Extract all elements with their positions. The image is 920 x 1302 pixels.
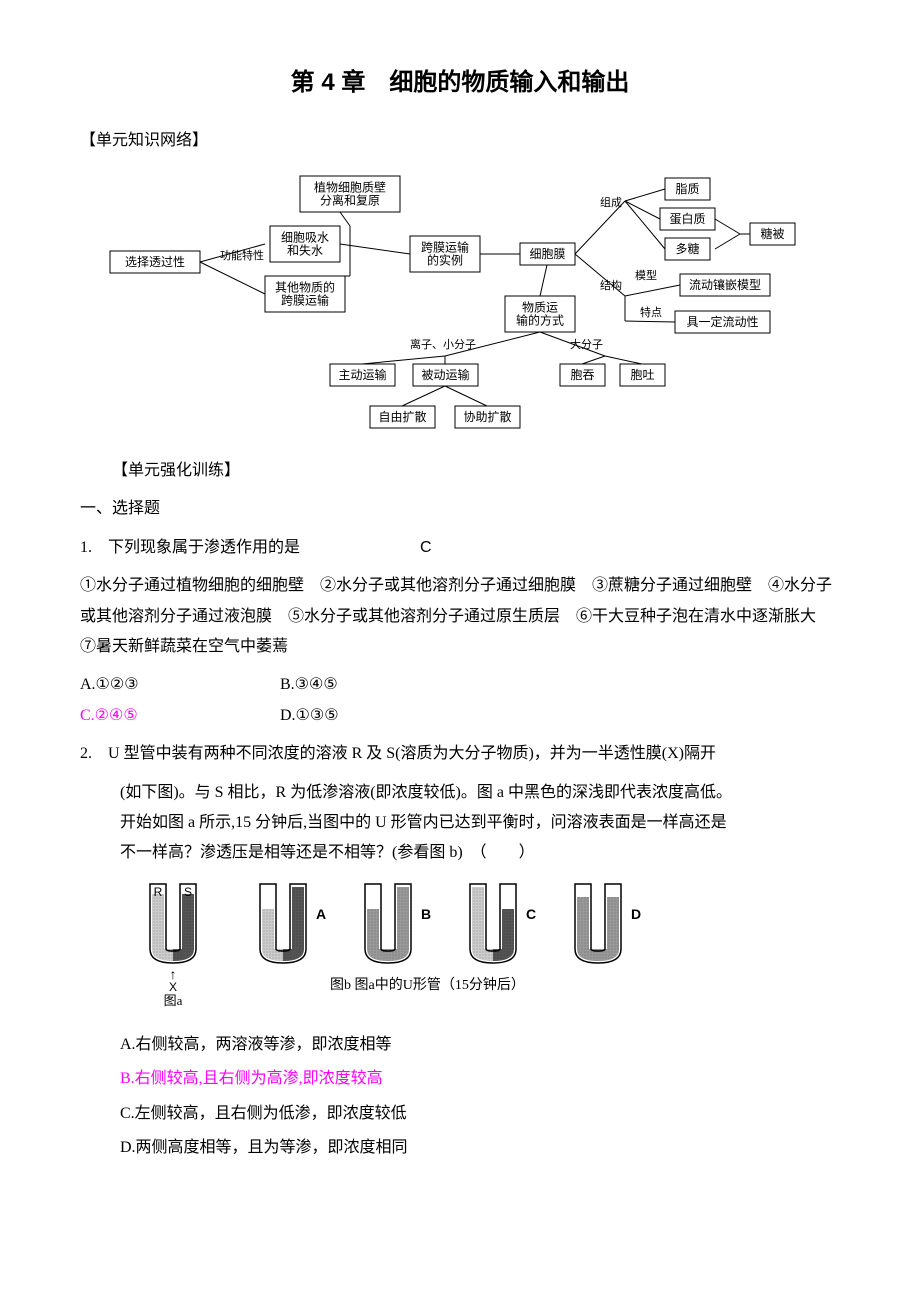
svg-text:结构: 结构	[600, 278, 622, 292]
q2-line4: 不一样高？渗透压是相等还是不相等？(参看图 b) （ ）	[120, 838, 840, 868]
svg-text:的实例: 的实例	[427, 252, 463, 267]
svg-text:C: C	[526, 906, 536, 922]
svg-text:选择透过性: 选择透过性	[125, 255, 185, 269]
q2-num: 2.	[80, 745, 92, 762]
svg-text:模型: 模型	[635, 268, 657, 282]
q2-opt-d: D.两侧高度相等，且为等渗，即浓度相同	[120, 1133, 840, 1163]
svg-text:图b 图a中的U形管（15分钟后）: 图b 图a中的U形管（15分钟后）	[330, 976, 525, 993]
section-exercises: 【单元强化训练】	[112, 456, 840, 486]
svg-text:S: S	[184, 885, 192, 899]
svg-text:细胞吸水: 细胞吸水	[281, 230, 329, 244]
svg-text:被动运输: 被动运输	[421, 367, 469, 382]
svg-text:胞吞: 胞吞	[570, 368, 594, 382]
q1-body: ①水分子通过植物细胞的细胞壁 ②水分子或其他溶剂分子通过细胞膜 ③蔗糖分子通过细…	[80, 571, 840, 662]
q2-opt-b: B.右侧较高,且右侧为高渗,即浓度较高	[120, 1064, 840, 1094]
svg-text:D: D	[631, 906, 641, 922]
svg-text:输的方式: 输的方式	[516, 312, 564, 327]
svg-text:自由扩散: 自由扩散	[378, 409, 426, 424]
svg-text:B: B	[421, 906, 431, 922]
svg-text:细胞膜: 细胞膜	[529, 247, 565, 261]
svg-text:多糖: 多糖	[675, 241, 699, 256]
q1-opt-c: C.②④⑤	[80, 701, 280, 731]
q1-options-row2: C.②④⑤ D.①③⑤	[80, 701, 840, 731]
svg-text:流动镶嵌模型: 流动镶嵌模型	[689, 277, 761, 292]
svg-text:跨膜运输: 跨膜运输	[421, 239, 469, 254]
q2-opt-a: A.右侧较高，两溶液等渗，即浓度相等	[120, 1030, 840, 1060]
svg-text:A: A	[316, 906, 326, 922]
q1-opt-a: A.①②③	[80, 670, 280, 700]
svg-text:协助扩散: 协助扩散	[463, 409, 511, 424]
q1-num: 1.	[80, 539, 92, 556]
svg-text:图a: 图a	[164, 993, 183, 1008]
svg-text:大分子: 大分子	[570, 337, 603, 351]
q2-options: A.右侧较高，两溶液等渗，即浓度相等 B.右侧较高,且右侧为高渗,即浓度较高 C…	[120, 1030, 840, 1164]
utube-figure: RS↑X图aABCD图b 图a中的U形管（15分钟后）	[140, 879, 840, 1020]
svg-text:主动运输: 主动运输	[338, 367, 386, 382]
svg-text:组成: 组成	[600, 195, 622, 209]
q2-line1: U 型管中装有两种不同浓度的溶液 R 及 S(溶质为大分子物质)，并为一半透性膜…	[108, 745, 716, 762]
svg-text:蛋白质: 蛋白质	[669, 211, 705, 226]
q1-opt-b: B.③④⑤	[280, 670, 338, 700]
svg-text:胞吐: 胞吐	[630, 368, 654, 382]
svg-text:物质运: 物质运	[522, 300, 558, 314]
svg-text:功能特性: 功能特性	[220, 248, 264, 262]
knowledge-diagram: 选择透过性植物细胞质壁分离和复原细胞吸水和失水其他物质的跨膜运输跨膜运输的实例细…	[100, 166, 840, 436]
question-1: 1. 下列现象属于渗透作用的是 C	[80, 533, 840, 563]
svg-text:离子、小分子: 离子、小分子	[410, 337, 476, 351]
q2-line2: (如下图)。与 S 相比，R 为低渗溶液(即浓度较低)。图 a 中黑色的深浅即代…	[120, 778, 840, 808]
svg-text:植物细胞质壁: 植物细胞质壁	[314, 179, 386, 194]
svg-text:分离和复原: 分离和复原	[320, 192, 380, 207]
svg-text:糖被: 糖被	[760, 226, 784, 241]
q1-answer: C	[420, 533, 432, 563]
svg-text:R: R	[154, 885, 163, 899]
svg-text:跨膜运输: 跨膜运输	[281, 292, 329, 307]
svg-text:和失水: 和失水	[287, 242, 323, 257]
page-title: 第 4 章 细胞的物质输入和输出	[80, 60, 840, 106]
svg-text:X: X	[169, 980, 177, 994]
svg-text:其他物质的: 其他物质的	[275, 279, 335, 294]
question-2: 2. U 型管中装有两种不同浓度的溶液 R 及 S(溶质为大分子物质)，并为一半…	[80, 739, 840, 769]
q2-opt-c: C.左侧较高，且右侧为低渗，即浓度较低	[120, 1099, 840, 1129]
q2-line3: 开始如图 a 所示,15 分钟后,当图中的 U 形管内已达到平衡时，问溶液表面是…	[120, 808, 840, 838]
svg-text:具一定流动性: 具一定流动性	[686, 314, 758, 329]
svg-text:脂质: 脂质	[675, 181, 699, 196]
q1-options-row1: A.①②③ B.③④⑤	[80, 670, 840, 700]
q1-opt-d: D.①③⑤	[280, 701, 339, 731]
svg-text:特点: 特点	[640, 305, 662, 319]
section-knowledge-network: 【单元知识网络】	[80, 126, 840, 156]
q1-stem: 下列现象属于渗透作用的是	[108, 539, 300, 556]
part-1-heading: 一、选择题	[80, 494, 840, 524]
